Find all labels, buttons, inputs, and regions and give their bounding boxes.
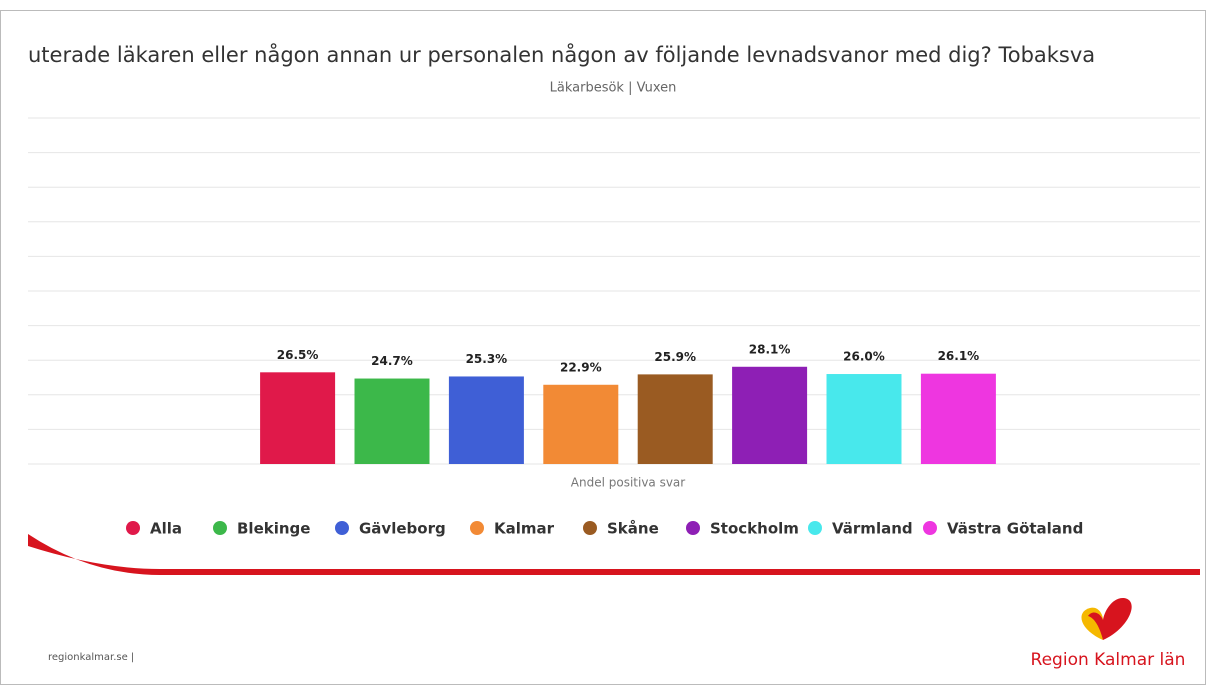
chart-subtitle: Läkarbesök | Vuxen xyxy=(550,81,677,96)
data-label: 26.0% xyxy=(843,350,885,364)
legend-marker xyxy=(335,521,349,535)
data-label: 22.9% xyxy=(560,360,602,374)
x-tick-label: Andel positiva svar xyxy=(571,476,686,490)
chart-title: uterade läkaren eller någon annan ur per… xyxy=(28,42,1095,67)
frame-border xyxy=(0,10,1206,685)
legend-label: Värmland xyxy=(832,520,913,538)
bar xyxy=(354,378,430,464)
decor-swoosh xyxy=(28,534,1200,575)
legend-label: Skåne xyxy=(607,520,659,538)
data-label: 28.1% xyxy=(749,342,791,356)
legend-label: Kalmar xyxy=(494,520,555,538)
legend-marker xyxy=(126,521,140,535)
legend-marker xyxy=(213,521,227,535)
data-label: 26.5% xyxy=(277,348,319,362)
bar xyxy=(732,366,808,464)
legend-label: Västra Götaland xyxy=(947,520,1083,538)
legend-marker xyxy=(470,521,484,535)
footer-brand: Region Kalmar län xyxy=(1031,650,1186,670)
legend-marker xyxy=(808,521,822,535)
legend-label: Blekinge xyxy=(237,520,310,538)
bar xyxy=(826,374,902,464)
legend-label: Stockholm xyxy=(710,520,799,538)
legend-marker xyxy=(923,521,937,535)
data-label: 26.1% xyxy=(938,349,980,363)
bar xyxy=(260,372,336,464)
legend-marker xyxy=(686,521,700,535)
bar xyxy=(448,376,524,464)
logo xyxy=(1081,597,1132,640)
data-label: 25.3% xyxy=(466,352,508,366)
legend-marker xyxy=(583,521,597,535)
bar xyxy=(920,373,996,464)
data-label: 24.7% xyxy=(371,354,413,368)
legend-label: Alla xyxy=(150,520,182,538)
data-label: 25.9% xyxy=(654,350,696,364)
legend-label: Gävleborg xyxy=(359,520,446,538)
bar xyxy=(543,384,619,464)
bar xyxy=(637,374,713,464)
footer-site: regionkalmar.se | xyxy=(48,652,134,663)
